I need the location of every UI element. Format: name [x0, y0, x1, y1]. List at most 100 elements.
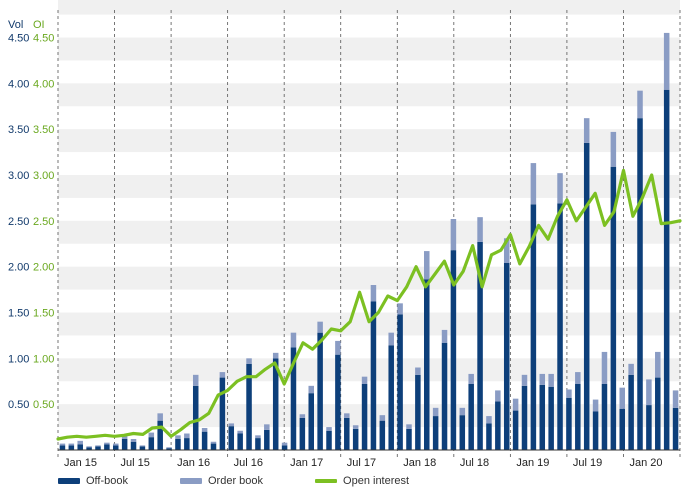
bar-off-book — [281, 445, 288, 450]
bar-off-book — [406, 428, 412, 450]
bar-order-book — [192, 374, 199, 386]
bar-order-book — [104, 442, 110, 445]
y-tick-oi: 3.00 — [33, 170, 54, 182]
bar-off-book — [432, 416, 439, 450]
bar-off-book — [441, 342, 448, 450]
bar-off-book — [459, 415, 466, 450]
y-tick-oi: 2.00 — [33, 262, 54, 274]
bar-off-book — [548, 386, 554, 450]
bar-off-book — [557, 203, 563, 450]
bar-order-book — [521, 374, 528, 386]
y-tick-oi: 4.00 — [33, 78, 54, 90]
bar-order-book — [308, 385, 314, 394]
bar-order-book — [503, 238, 510, 263]
bar-order-book — [539, 373, 546, 385]
bar-off-book — [77, 444, 83, 450]
bar-off-book — [184, 438, 190, 450]
y-tick-vol: 3.00 — [8, 170, 29, 182]
bar-order-book — [166, 447, 172, 449]
bar-off-book — [237, 433, 243, 450]
bar-off-book — [566, 397, 572, 450]
bar-off-book — [228, 426, 235, 450]
bar-order-book — [672, 390, 679, 408]
bar-order-book — [77, 440, 83, 445]
bar-order-book — [326, 427, 332, 431]
bar-order-book — [583, 118, 590, 143]
bar-order-book — [592, 399, 599, 412]
bar-order-book — [335, 340, 341, 355]
bar-off-book — [512, 410, 519, 450]
grid-band — [58, 129, 680, 153]
x-tick-label: Jul 19 — [573, 457, 602, 469]
grid-band — [58, 37, 680, 61]
bar-order-book — [628, 363, 634, 375]
bar-off-book — [335, 354, 341, 450]
bar-off-book — [326, 430, 332, 450]
bar-off-book — [601, 384, 608, 450]
legend-swatch-open-interest — [315, 479, 338, 483]
bar-off-book — [139, 446, 146, 450]
bar-order-book — [415, 367, 421, 375]
bar-order-book — [663, 32, 670, 90]
bar-off-book — [86, 447, 92, 450]
bar-order-book — [255, 435, 261, 439]
bar-off-book — [424, 279, 430, 450]
bar-off-book — [575, 384, 581, 450]
bar-order-book — [201, 428, 208, 432]
x-tick-label: Jan 18 — [403, 457, 436, 469]
bar-off-book — [59, 445, 66, 450]
bar-order-book — [637, 90, 643, 119]
bar-off-book — [663, 89, 670, 450]
y-tick-oi: 4.50 — [33, 33, 54, 45]
open-interest-line — [56, 168, 682, 441]
bar-off-book — [370, 301, 377, 450]
bar-off-book — [95, 446, 101, 450]
bar-off-book — [352, 428, 359, 450]
bar-order-book — [450, 219, 457, 251]
bar-order-book — [379, 415, 386, 421]
y-tick-vol: 1.50 — [8, 308, 29, 320]
y-tick-vol: 4.50 — [8, 33, 29, 45]
legend-swatch-order-book — [180, 478, 202, 484]
bar-off-book — [388, 345, 394, 450]
bar-off-book — [299, 417, 306, 450]
bar-order-book — [424, 251, 430, 280]
bar-off-book — [637, 118, 643, 451]
bar-off-book — [495, 401, 501, 450]
grid-band — [58, 312, 680, 336]
bar-order-book — [601, 351, 608, 384]
bar-off-book — [192, 385, 199, 450]
bar-off-book — [521, 385, 528, 450]
bar-order-book — [477, 217, 483, 242]
bar-off-book — [397, 314, 403, 450]
bar-order-book — [512, 398, 519, 411]
y-tick-oi: 1.00 — [33, 353, 54, 365]
bar-off-book — [646, 405, 652, 450]
legend-label-open-interest: Open interest — [343, 475, 410, 487]
bar-order-book — [290, 332, 297, 348]
bar-order-book — [361, 376, 368, 384]
bar-order-book — [121, 435, 128, 439]
bar-off-book — [619, 408, 625, 450]
bar-off-book — [530, 204, 537, 450]
bar-order-book — [610, 131, 617, 167]
bar-order-book — [264, 424, 270, 430]
bar-off-book — [468, 384, 474, 450]
bar-off-book — [379, 420, 386, 450]
bar-order-book — [113, 443, 119, 446]
bar-off-book — [201, 431, 208, 450]
grid-band — [58, 266, 680, 290]
bar-order-book — [619, 387, 625, 409]
legend-swatch-off-book — [58, 478, 80, 484]
legend-label-order-book: Order book — [208, 475, 264, 487]
bar-off-book — [166, 448, 172, 450]
y-axis-label-vol: Vol — [8, 19, 23, 31]
bar-order-book — [219, 372, 226, 378]
y-tick-vol: 1.00 — [8, 353, 29, 365]
x-tick-label: Jul 17 — [347, 457, 376, 469]
bar-off-book — [175, 439, 181, 450]
bar-order-book — [139, 445, 146, 447]
bar-off-book — [610, 166, 617, 450]
y-tick-oi: 1.50 — [33, 308, 54, 320]
bar-off-book — [672, 407, 679, 450]
